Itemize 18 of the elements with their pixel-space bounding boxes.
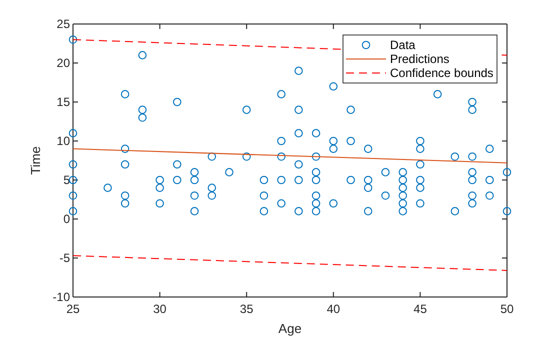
legend-label: Predictions: [390, 52, 450, 66]
x-tick-label: 40: [326, 302, 340, 316]
y-tick-label: -5: [59, 250, 70, 265]
y-tick-label: 5: [63, 172, 70, 187]
x-tick-label: 35: [240, 302, 254, 316]
y-tick-label: 15: [56, 94, 70, 109]
y-axis-title: Time: [28, 146, 43, 175]
y-tick-label: 0: [63, 212, 70, 226]
legend-label: Confidence bounds: [390, 66, 494, 80]
legend-label: Data: [390, 38, 416, 52]
x-tick-label: 45: [414, 302, 428, 316]
y-tick-label: -10: [52, 290, 70, 304]
y-tick-label: 25: [56, 16, 70, 31]
y-tick-label: 20: [56, 56, 70, 70]
x-tick-label: 50: [500, 302, 514, 316]
y-tick-label: 10: [56, 134, 70, 148]
x-tick-label: 30: [153, 302, 167, 316]
x-axis-title: Age: [278, 321, 302, 336]
